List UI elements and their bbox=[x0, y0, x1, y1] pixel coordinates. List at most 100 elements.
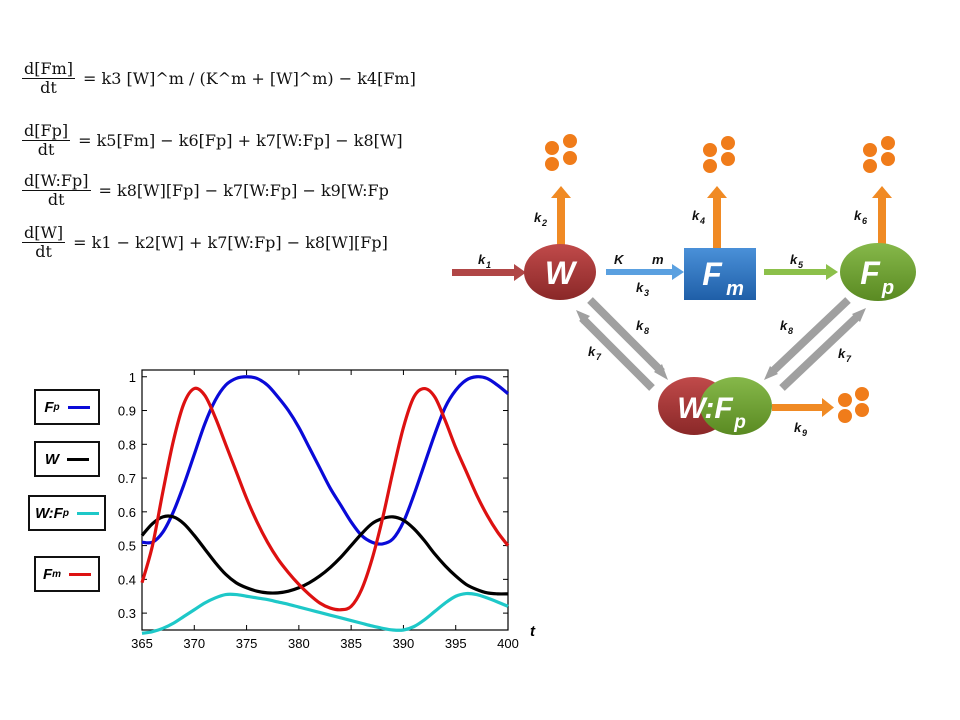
y-tick-label: 0.3 bbox=[118, 606, 136, 621]
eq3-numerator: d[W:Fp] bbox=[22, 171, 91, 191]
y-tick-label: 0.9 bbox=[118, 404, 136, 419]
eq1-numerator: d[Fm] bbox=[22, 59, 75, 79]
rate-k7-right-sub: 7 bbox=[846, 354, 852, 364]
eq3-denominator: dt bbox=[47, 190, 65, 209]
rate-k7-left: k bbox=[588, 344, 596, 359]
legend-fp-swatch bbox=[67, 405, 90, 409]
arrow-k4 bbox=[707, 186, 727, 248]
eq3-rhs: = k8[W][Fp] − k7[W:Fp] − k9[W:Fp bbox=[98, 181, 389, 200]
arrow-k1 bbox=[452, 264, 526, 281]
chart-axes: 365 370 375 380 385 390 395 400 0.3 0.4 0.5 0.6 0.7 0… bbox=[118, 369, 519, 651]
equation-w: d[W] dt = k1 − k2[W] + k7[W:Fp] − k8[W][F… bbox=[22, 224, 388, 261]
rate-k1-sub: 1 bbox=[486, 260, 491, 270]
chart-series bbox=[140, 375, 510, 635]
legend-item-wfp: W:F p bbox=[28, 495, 106, 531]
node-w: W bbox=[524, 244, 596, 300]
legend-item-w: W bbox=[34, 441, 100, 477]
node-fp: F p bbox=[840, 243, 916, 301]
x-tick-label: 375 bbox=[236, 636, 258, 651]
rate-k5: k bbox=[790, 252, 798, 267]
node-complex-label: W:F bbox=[677, 392, 733, 425]
x-tick-label: 380 bbox=[288, 636, 310, 651]
x-tick-label: 385 bbox=[340, 636, 362, 651]
x-tick-label: 390 bbox=[393, 636, 415, 651]
rate-k7-left-sub: 7 bbox=[596, 352, 602, 362]
y-tick-label: 0.4 bbox=[118, 572, 136, 587]
node-w-label: W bbox=[545, 255, 578, 291]
rate-k2-sub: 2 bbox=[541, 218, 547, 228]
x-tick-label: 370 bbox=[183, 636, 205, 651]
eq2-denominator: dt bbox=[37, 140, 55, 159]
node-fm: F m bbox=[684, 248, 756, 300]
eq4-rhs: = k1 − k2[W] + k7[W:Fp] − k8[W][Fp] bbox=[73, 233, 388, 252]
series-line-w bbox=[140, 514, 509, 596]
legend-fm-label: F bbox=[42, 565, 53, 583]
node-fm-sub: m bbox=[726, 278, 744, 300]
plot-frame bbox=[141, 369, 509, 631]
arrow-k7-complex-to-w bbox=[576, 310, 655, 391]
rate-k6: k bbox=[854, 208, 862, 223]
rate-k4: k bbox=[692, 208, 700, 223]
rate-k9-sub: 9 bbox=[802, 428, 807, 438]
series-line-fp bbox=[141, 375, 510, 546]
legend-fp-sub: p bbox=[53, 401, 60, 413]
arrow-k8-w-to-complex bbox=[587, 297, 668, 380]
legend-wfp-swatch bbox=[76, 511, 99, 515]
rate-k9: k bbox=[794, 420, 802, 435]
series-line-fm bbox=[140, 386, 510, 612]
eq2-numerator: d[Fp] bbox=[22, 121, 71, 141]
y-tick-label: 0.7 bbox=[118, 471, 136, 486]
equation-wfp: d[W:Fp] dt = k8[W][Fp] − k7[W:Fp] − k9[W:… bbox=[22, 172, 389, 209]
degradation-dots-complex bbox=[838, 387, 869, 423]
series-line-w-fp bbox=[141, 591, 509, 635]
legend-fm-sub: m bbox=[52, 568, 62, 580]
x-tick-label: 365 bbox=[131, 636, 153, 651]
rate-k5-sub: 5 bbox=[798, 260, 804, 270]
degradation-dots-fm bbox=[703, 136, 735, 173]
node-complex: W:F p bbox=[658, 377, 772, 435]
rate-k6-sub: 6 bbox=[862, 216, 868, 226]
rate-k8-left: k bbox=[636, 318, 644, 333]
degradation-dots-fp bbox=[863, 136, 895, 173]
eq4-numerator: d[W] bbox=[22, 223, 66, 243]
node-fp-label: F bbox=[860, 255, 881, 291]
arrow-k7-complex-to-fp bbox=[779, 308, 866, 391]
node-fp-sub: p bbox=[881, 277, 894, 299]
rate-k3: k bbox=[636, 280, 644, 295]
y-tick-label: 0.6 bbox=[118, 505, 136, 520]
rate-k8-right: k bbox=[780, 318, 788, 333]
eq1-denominator: dt bbox=[40, 78, 57, 97]
arrow-k6 bbox=[872, 186, 892, 248]
eq4-denominator: dt bbox=[35, 242, 52, 261]
arrow-k9 bbox=[772, 398, 834, 417]
degradation-dots-w bbox=[545, 134, 577, 171]
arrow-k2 bbox=[551, 186, 571, 248]
rate-k3-sub: 3 bbox=[644, 288, 649, 298]
equation-fm: d[Fm] dt = k3 [W]^m / (K^m + [W]^m) − k4[… bbox=[22, 60, 416, 97]
y-tick-label: 0.8 bbox=[118, 437, 136, 452]
arrow-k3 bbox=[606, 264, 684, 280]
x-tick-label: 400 bbox=[497, 636, 519, 651]
eq1-rhs: = k3 [W]^m / (K^m + [W]^m) − k4[Fm] bbox=[83, 69, 416, 88]
node-complex-sub: p bbox=[733, 412, 746, 433]
rate-K: K bbox=[614, 252, 625, 267]
node-fm-label: F bbox=[702, 256, 723, 292]
legend-wfp-label: W:F bbox=[35, 504, 63, 522]
eq2-rhs: = k5[Fm] − k6[Fp] + k7[W:Fp] − k8[W] bbox=[78, 131, 403, 150]
rate-k8-right-sub: 8 bbox=[788, 326, 793, 336]
rate-k8-left-sub: 8 bbox=[644, 326, 649, 336]
legend-fp-label: F bbox=[44, 398, 54, 416]
x-axis-label: t bbox=[530, 623, 536, 640]
arrow-k8-fp-to-complex bbox=[764, 297, 851, 380]
rate-k7-right: k bbox=[838, 346, 846, 361]
rate-k2: k bbox=[534, 210, 542, 225]
legend-w-label: W bbox=[44, 450, 60, 468]
x-tick-label: 395 bbox=[445, 636, 467, 651]
y-tick-label: 0.5 bbox=[118, 539, 136, 554]
legend-wfp-sub: p bbox=[62, 507, 69, 519]
rate-k4-sub: 4 bbox=[699, 216, 705, 226]
equation-fp: d[Fp] dt = k5[Fm] − k6[Fp] + k7[W:Fp] − k… bbox=[22, 122, 403, 159]
